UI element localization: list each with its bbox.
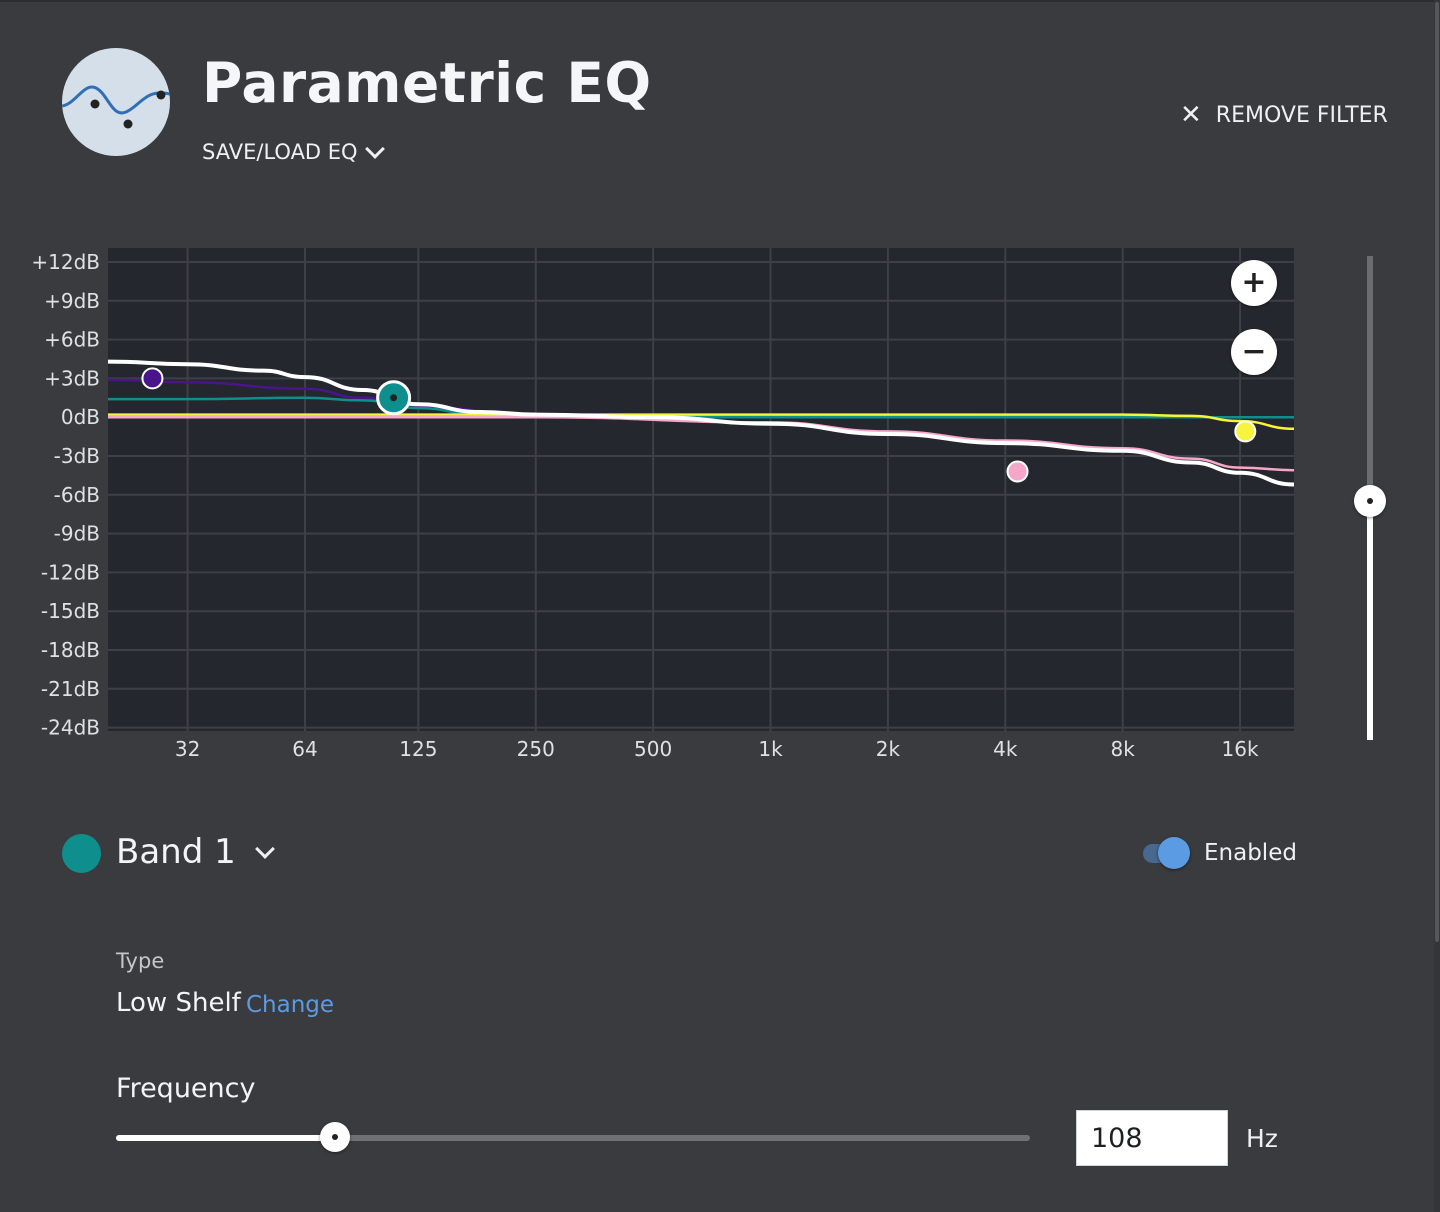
frequency-slider-thumb[interactable]	[320, 1122, 351, 1152]
y-tick-label: -15dB	[41, 599, 100, 623]
minus-icon: −	[1241, 334, 1267, 369]
gain-slider-thumb[interactable]	[1354, 484, 1386, 517]
y-tick-label: -3dB	[54, 444, 100, 468]
band-response-line	[108, 415, 1295, 472]
x-tick-label: 1k	[758, 737, 783, 761]
y-tick-label: 0dB	[61, 405, 100, 429]
band-marker-center	[390, 394, 398, 402]
y-tick-label: -18dB	[41, 638, 100, 662]
eq-plot-area[interactable]	[108, 248, 1294, 731]
y-tick-label: +3dB	[44, 366, 100, 390]
y-tick-label: -9dB	[54, 522, 100, 546]
y-tick-label: -21dB	[41, 677, 100, 701]
frequency-input[interactable]	[1076, 1110, 1228, 1166]
frequency-label: Frequency	[116, 1073, 256, 1104]
type-value: Low Shelf	[116, 988, 241, 1018]
zoom-in-button[interactable]: +	[1231, 260, 1277, 306]
x-tick-label: 2k	[876, 737, 901, 761]
y-tick-label: -12dB	[41, 560, 100, 584]
chevron-down-icon	[364, 139, 385, 159]
remove-filter-button[interactable]: ✕ REMOVE FILTER	[1180, 102, 1388, 128]
gain-slider-fill	[1367, 500, 1373, 740]
band-marker[interactable]	[141, 367, 164, 390]
chevron-down-icon	[254, 839, 275, 860]
x-tick-label: 4k	[993, 737, 1018, 761]
band-response-line	[108, 413, 1295, 431]
y-tick-label: -6dB	[54, 483, 100, 507]
eq-curve-icon	[62, 48, 170, 156]
x-tick-label: 125	[399, 737, 437, 761]
frequency-unit: Hz	[1246, 1124, 1278, 1153]
plus-icon: +	[1241, 265, 1267, 300]
frequency-slider-fill	[116, 1135, 336, 1141]
page-title: Parametric EQ	[202, 51, 652, 115]
toggle-knob	[1158, 837, 1190, 869]
y-tick-label: +9dB	[44, 289, 100, 313]
y-tick-label: -24dB	[41, 716, 100, 740]
save-load-eq-menu[interactable]: SAVE/LOAD EQ	[202, 139, 385, 164]
frequency-slider-track[interactable]	[116, 1135, 1030, 1141]
top-border	[0, 0, 1440, 2]
y-tick-label: +12dB	[31, 250, 100, 274]
band-marker[interactable]	[1006, 460, 1029, 483]
x-tick-label: 16k	[1222, 737, 1259, 761]
x-tick-label: 500	[634, 737, 672, 761]
scrollbar-track[interactable]	[1434, 0, 1440, 1212]
change-type-link[interactable]: Change	[246, 992, 335, 1018]
enabled-label: Enabled	[1204, 840, 1297, 866]
save-load-eq-label: SAVE/LOAD EQ	[202, 140, 358, 164]
zoom-out-button[interactable]: −	[1231, 329, 1277, 375]
x-tick-label: 250	[517, 737, 555, 761]
remove-filter-label: REMOVE FILTER	[1215, 102, 1388, 128]
scrollbar-thumb[interactable]	[1435, 2, 1439, 942]
band-marker[interactable]	[1234, 420, 1257, 443]
x-tick-label: 8k	[1111, 737, 1136, 761]
combined-response-line	[107, 359, 1295, 487]
y-tick-label: +6dB	[44, 328, 100, 352]
x-tick-label: 32	[175, 737, 200, 761]
band-name: Band 1	[116, 832, 236, 872]
type-label: Type	[116, 949, 165, 973]
band-selector[interactable]: Band 1	[116, 832, 275, 873]
eq-graph[interactable]: +12dB +9dB +6dB +3dB 0dB -3dB -6dB -9dB -12dB -15…	[0, 240, 1310, 770]
close-icon: ✕	[1180, 100, 1202, 130]
x-tick-label: 64	[292, 737, 317, 761]
enabled-toggle[interactable]	[1140, 836, 1192, 870]
band-color-dot	[62, 834, 101, 873]
